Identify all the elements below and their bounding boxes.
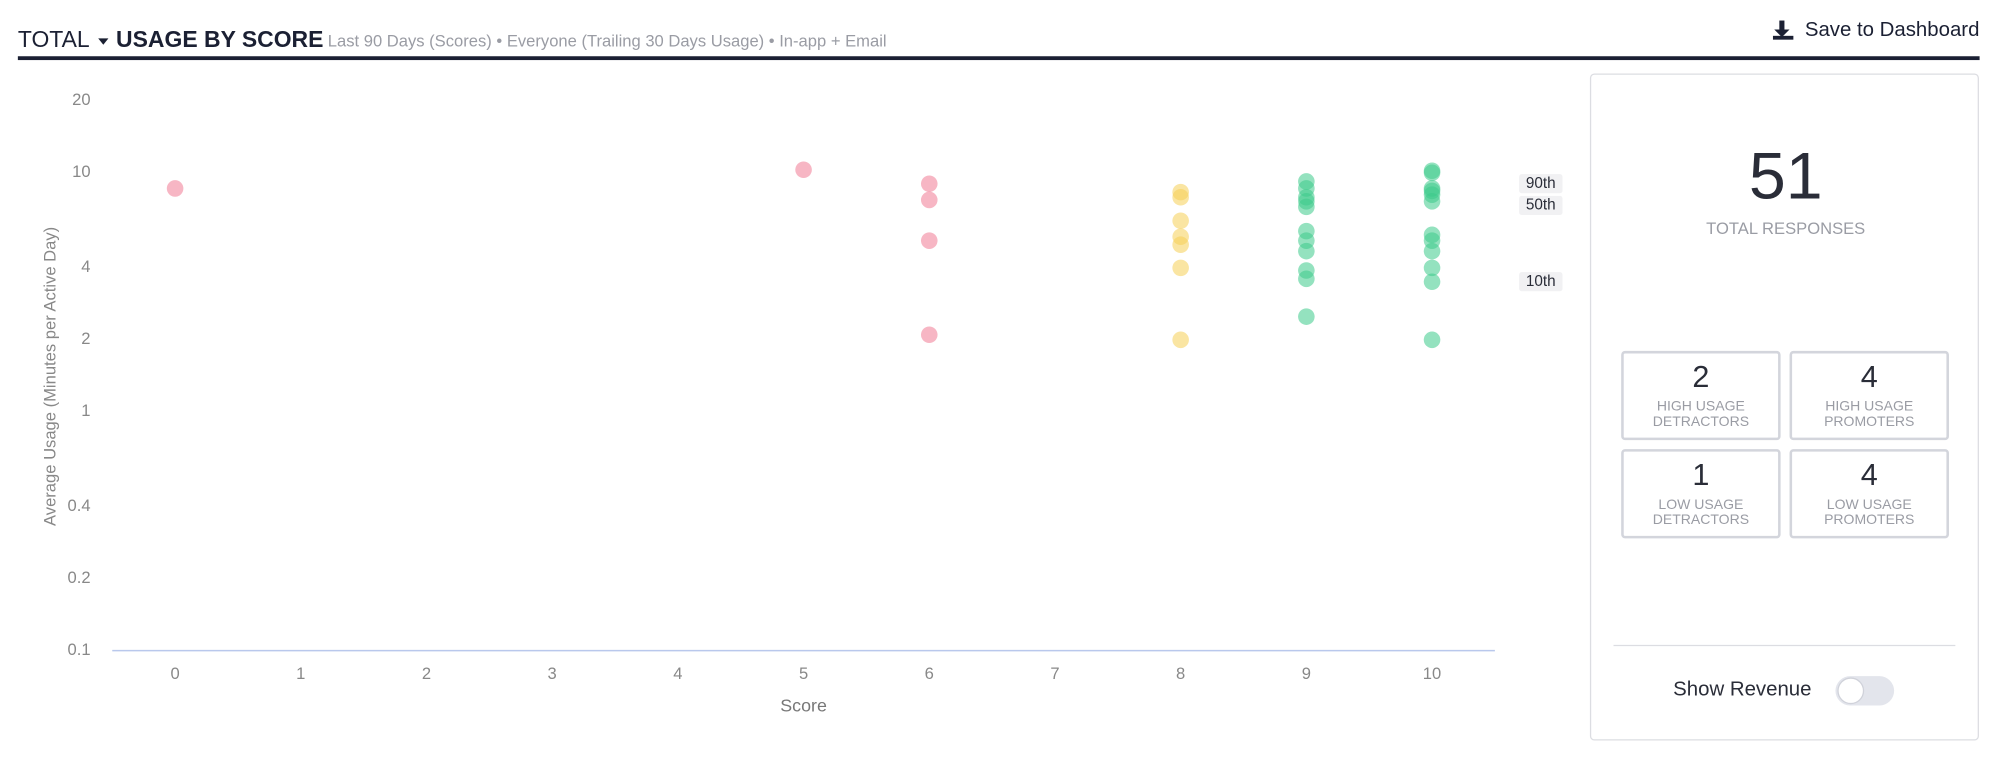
toggle-label: Show Revenue — [1673, 679, 1811, 701]
x-axis-label: Score — [780, 695, 827, 715]
x-tick-label: 9 — [1302, 664, 1311, 683]
x-tick-label: 3 — [548, 664, 557, 683]
x-tick-label: 6 — [925, 664, 934, 683]
data-point — [1423, 273, 1441, 291]
toggle-knob[interactable] — [1837, 677, 1865, 705]
total-label: TOTAL RESPONSES — [1706, 219, 1865, 238]
data-point — [920, 175, 938, 193]
stat-number: 1 — [1692, 458, 1709, 492]
stat-label: LOW USAGE — [1827, 496, 1912, 512]
percentile-label: 90th — [1526, 175, 1556, 192]
data-point — [1298, 242, 1315, 260]
summary-panel — [1589, 73, 1979, 741]
data-point — [920, 191, 938, 209]
download-icon[interactable] — [1772, 20, 1794, 40]
save-button[interactable]: Save to Dashboard — [1805, 19, 1980, 41]
y-axis-label: Average Usage (Minutes per Active Day) — [40, 227, 59, 526]
y-tick-label: 0.1 — [68, 640, 91, 659]
data-point — [1172, 188, 1189, 206]
stat-box — [1621, 449, 1781, 539]
data-point — [1298, 270, 1315, 288]
data-point — [1423, 259, 1441, 277]
stat-number: 4 — [1861, 360, 1878, 394]
stat-label: PROMOTERS — [1824, 413, 1914, 429]
stat-label: PROMOTERS — [1824, 511, 1914, 527]
stat-box — [1621, 350, 1781, 441]
percentile-badge — [1519, 272, 1563, 292]
stat-box — [1789, 449, 1949, 539]
stat-label: DETRACTORS — [1653, 413, 1749, 429]
percentile-badge — [1519, 195, 1563, 216]
subtitle: Last 90 Days (Scores) • Everyone (Traili… — [328, 32, 887, 51]
data-point — [795, 161, 812, 179]
percentile-label: 50th — [1526, 197, 1556, 214]
title: USAGE BY SCORE — [116, 26, 323, 52]
data-point — [1172, 236, 1189, 254]
stat-number: 4 — [1861, 458, 1878, 492]
data-point — [920, 232, 938, 249]
data-point — [1172, 259, 1189, 277]
x-tick-label: 0 — [170, 664, 179, 683]
stat-number: 2 — [1692, 360, 1709, 394]
x-tick-label: 7 — [1050, 664, 1059, 683]
data-point — [1172, 331, 1189, 349]
data-point — [920, 326, 938, 344]
x-tick-label: 4 — [673, 664, 682, 683]
y-tick-label: 2 — [81, 329, 90, 348]
x-tick-label: 2 — [422, 664, 431, 683]
percentile-label: 10th — [1526, 273, 1556, 290]
stat-box — [1789, 350, 1949, 441]
data-point — [1298, 308, 1315, 325]
y-tick-label: 0.4 — [68, 496, 91, 515]
y-tick-label: 20 — [72, 90, 90, 109]
dropdown-caret[interactable] — [98, 38, 109, 45]
y-tick-label: 10 — [72, 162, 90, 181]
header-rule — [17, 56, 1980, 61]
data-point — [1172, 212, 1189, 230]
y-tick-label: 1 — [81, 401, 90, 420]
data-point — [1423, 242, 1441, 260]
x-tick-label: 1 — [296, 664, 305, 683]
menu-label[interactable]: TOTAL — [18, 26, 90, 52]
data-point — [1423, 331, 1441, 349]
y-tick-label: 0.2 — [68, 568, 91, 587]
x-tick-label: 5 — [799, 664, 808, 683]
percentile-badge — [1519, 174, 1563, 194]
data-point — [1423, 192, 1441, 210]
total-number: 51 — [1749, 140, 1823, 214]
data-point — [166, 180, 184, 197]
stat-label: DETRACTORS — [1653, 511, 1749, 527]
y-tick-label: 4 — [81, 257, 90, 276]
stat-label: LOW USAGE — [1658, 496, 1743, 512]
stat-label: HIGH USAGE — [1825, 398, 1913, 414]
stat-label: HIGH USAGE — [1657, 398, 1745, 414]
x-tick-label: 10 — [1423, 664, 1441, 683]
data-point — [1423, 164, 1441, 182]
x-tick-label: 8 — [1176, 664, 1185, 683]
data-point — [1298, 198, 1315, 216]
